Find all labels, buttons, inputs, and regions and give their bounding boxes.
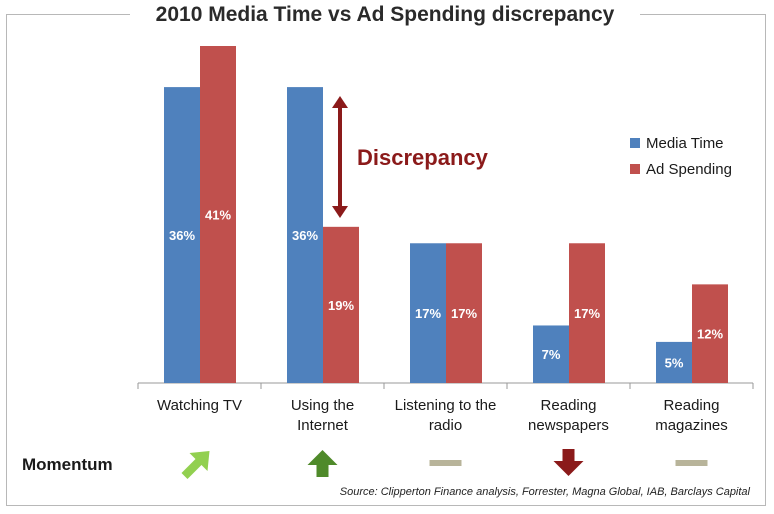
arrow-up-icon: [307, 450, 338, 477]
data-label: 36%: [292, 228, 318, 243]
discrepancy-arrow-head-up: [332, 96, 348, 108]
flat-dash-icon: [675, 460, 708, 466]
bar-media-time: [287, 87, 323, 383]
data-label: 19%: [328, 298, 354, 313]
legend: Media Time Ad Spending: [630, 130, 732, 182]
x-axis-category-label: Using the Internet: [290, 397, 355, 434]
data-label: 41%: [205, 208, 231, 223]
source-note: Source: Clipperton Finance analysis, For…: [339, 486, 750, 498]
discrepancy-arrow-head-down: [332, 206, 348, 218]
data-label: 17%: [574, 306, 600, 321]
legend-label-media-time: Media Time: [646, 134, 724, 152]
bar-ad-spending: [200, 46, 236, 383]
data-label: 5%: [665, 355, 684, 370]
chart-title: 2010 Media Time vs Ad Spending discrepan…: [130, 2, 640, 28]
legend-swatch-media-time: [630, 138, 640, 148]
data-label: 17%: [451, 306, 477, 321]
bar-media-time: [164, 87, 200, 383]
x-axis-category-label: Watching TV: [156, 397, 243, 414]
bar-media-time: [533, 325, 569, 383]
discrepancy-annotation: Discrepancy: [357, 145, 488, 170]
data-label: 17%: [415, 306, 441, 321]
data-label: 12%: [697, 327, 723, 342]
bar-ad-spending: [569, 243, 605, 383]
x-axis-category-label: Reading magazines: [655, 397, 728, 434]
x-axis-category-label: Listening to the radio: [394, 397, 497, 434]
legend-label-ad-spending: Ad Spending: [646, 160, 732, 178]
bar-media-time: [410, 243, 446, 383]
bar-media-time: [656, 341, 692, 383]
bar-ad-spending: [446, 243, 482, 383]
x-axis-category-label: Reading newspapers: [528, 397, 609, 434]
legend-item-media-time: Media Time: [630, 130, 732, 156]
arrow-down-icon: [553, 449, 584, 476]
arrow-up-right-icon: [181, 451, 210, 479]
momentum-label: Momentum: [22, 455, 113, 474]
bar-ad-spending: [323, 226, 359, 383]
data-label: 7%: [542, 347, 561, 362]
bar-ad-spending: [692, 284, 728, 383]
legend-swatch-ad-spending: [630, 164, 640, 174]
data-label: 36%: [169, 228, 195, 243]
legend-item-ad-spending: Ad Spending: [630, 156, 732, 182]
flat-dash-icon: [429, 460, 462, 466]
